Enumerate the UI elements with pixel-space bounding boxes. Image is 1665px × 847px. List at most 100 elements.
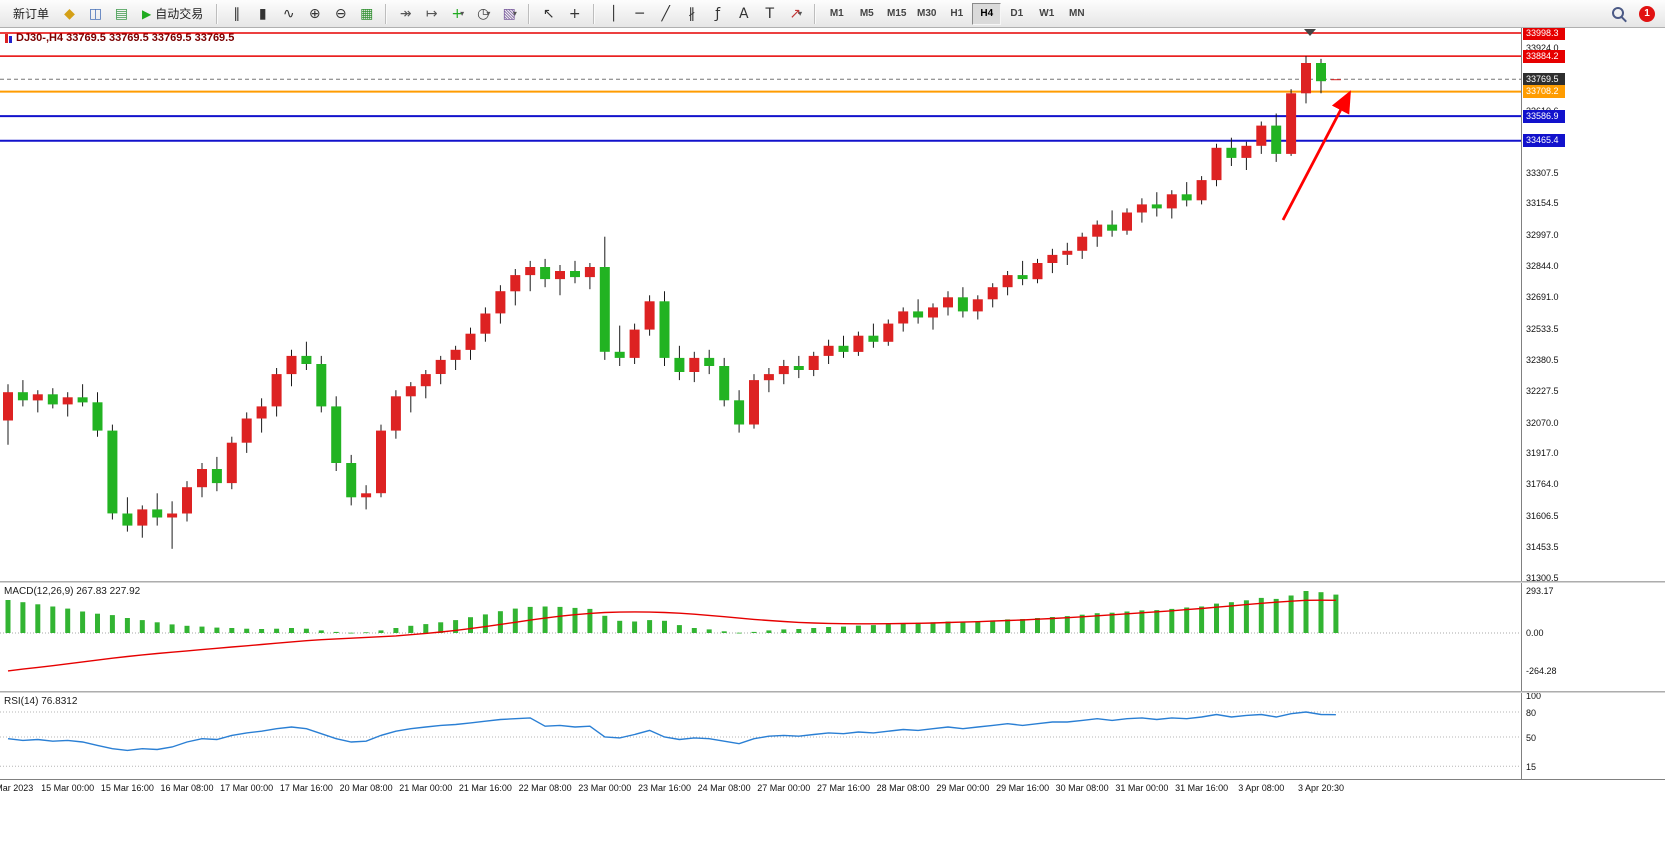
time-label: 3 Apr 08:00	[1238, 783, 1285, 793]
timeframe-button-w1[interactable]: W1	[1039, 8, 1055, 19]
rsi-scale-tick: 50	[1526, 733, 1537, 743]
price-badge: 33884.2	[1523, 50, 1565, 63]
bar-chart-icon[interactable]: ∥	[233, 5, 241, 22]
time-label: 15 Mar 16:00	[100, 783, 154, 793]
macd-pane[interactable]: MACD(12,26,9) 267.83 227.92	[0, 583, 1521, 691]
vertical-line-icon[interactable]: │	[609, 5, 618, 22]
toolbar-separator	[528, 3, 531, 24]
price-badge: 33465.4	[1523, 134, 1565, 147]
toolbar-separator	[814, 3, 817, 24]
price-tick: 33924.0	[1526, 43, 1559, 53]
price-tick: 32227.5	[1526, 386, 1559, 396]
tile-windows-icon[interactable]: ▦	[360, 5, 374, 22]
macd-axis[interactable]: 293.17 0.00 -264.28	[1521, 583, 1665, 691]
crosshair-icon[interactable]: +	[568, 5, 581, 22]
macd-scale-tick: -264.28	[1526, 666, 1557, 676]
arrows-icon[interactable]: ↗ ▾	[789, 5, 803, 22]
timeframe-button-h4[interactable]: H4	[972, 2, 1002, 25]
price-badge: 33998.3	[1523, 28, 1565, 40]
profiles-icon[interactable]: ◫	[88, 5, 103, 22]
trendline-icon[interactable]: ╱	[661, 5, 670, 22]
time-label: 20 Mar 08:00	[339, 783, 393, 793]
market-watch-icon[interactable]: ▤	[114, 5, 129, 22]
auto-scroll-icon[interactable]: ↠	[399, 5, 412, 22]
pane-separator[interactable]	[0, 581, 1665, 583]
timeframe-button-m1[interactable]: M1	[829, 8, 844, 19]
time-label: 24 Mar 08:00	[697, 783, 751, 793]
timeframe-button-m15[interactable]: M15	[887, 8, 907, 19]
time-label: 23 Mar 16:00	[637, 783, 692, 793]
toolbar-separator	[593, 3, 596, 24]
time-label: 27 Mar 00:00	[757, 783, 811, 793]
candlestick-chart-icon[interactable]: ▮	[258, 5, 267, 22]
timeframe-button-mn[interactable]: MN	[1068, 8, 1085, 19]
timeframe-button-m30[interactable]: M30	[917, 8, 937, 19]
line-chart-icon[interactable]: ∿	[282, 5, 295, 22]
price-tick: 32844.0	[1526, 261, 1559, 271]
price-chart-pane[interactable]: DJ30-,H4 33769.5 33769.5 33769.5 33769.5	[0, 28, 1521, 581]
periods-icon[interactable]: ◷ ▾	[477, 5, 491, 22]
templates-icon[interactable]: ▧ ▾	[502, 5, 517, 22]
time-axis[interactable]: 14 Mar 2023 15 Mar 00:00 15 Mar 16:00 16 Ma…	[0, 779, 1665, 801]
notification-badge[interactable]: 1	[1639, 5, 1655, 22]
price-badge: 33769.5	[1523, 73, 1565, 86]
text-icon[interactable]: A	[738, 5, 749, 22]
dropdown-arrow-icon: ▾	[512, 8, 517, 18]
rsi-scale-tick: 80	[1526, 708, 1537, 718]
time-label: 30 Mar 08:00	[1055, 783, 1109, 793]
timeframe-button-d1[interactable]: D1	[1010, 8, 1024, 19]
time-label: 29 Mar 16:00	[996, 783, 1050, 793]
label-icon[interactable]: T	[765, 5, 775, 22]
price-axis[interactable]: 33924.033610.633307.533154.532997.032844…	[1521, 28, 1665, 581]
fibonacci-icon[interactable]: ƒ	[715, 5, 721, 22]
zoom-in-icon[interactable]: ⊕	[308, 5, 321, 22]
price-tick: 32070.0	[1526, 418, 1559, 428]
timeframe-button-h1[interactable]: H1	[950, 8, 964, 19]
time-label: 31 Mar 00:00	[1115, 783, 1169, 793]
price-tick: 31917.0	[1526, 448, 1559, 458]
rsi-axis[interactable]: 100 80 50 15	[1521, 693, 1665, 779]
candlestick-chart	[0, 29, 1521, 549]
time-label: 3 Apr 20:30	[1297, 783, 1345, 793]
new-order-button[interactable]: 新订单	[6, 3, 56, 25]
time-label: 17 Mar 16:00	[279, 783, 333, 793]
search-icon[interactable]	[1608, 3, 1630, 25]
time-label: 31 Mar 16:00	[1175, 783, 1229, 793]
auto-trading-button[interactable]: ▶ 自动交易	[135, 3, 210, 25]
price-tick: 31300.5	[1526, 573, 1559, 581]
horizontal-line-icon[interactable]: ─	[635, 5, 644, 22]
price-badge: 33708.2	[1523, 85, 1565, 98]
indicators-list-icon[interactable]: ◆	[64, 5, 75, 22]
time-label: 27 Mar 16:00	[816, 783, 871, 793]
time-label: 21 Mar 00:00	[399, 783, 453, 793]
time-label: 17 Mar 00:00	[220, 783, 274, 793]
price-tick: 32533.5	[1526, 324, 1559, 334]
price-tick: 31764.0	[1526, 479, 1559, 489]
rsi-scale-tick: 100	[1526, 693, 1542, 701]
timeframe-button-m5[interactable]: M5	[859, 8, 874, 19]
dropdown-arrow-icon: ▾	[798, 8, 803, 18]
price-badge: 33586.9	[1523, 110, 1565, 123]
macd-scale-tick: 0.00	[1526, 628, 1544, 638]
time-label: 14 Mar 2023	[0, 783, 34, 793]
rsi-scale-tick: 15	[1526, 762, 1537, 772]
channel-icon[interactable]: ∦	[688, 5, 696, 22]
dropdown-arrow-icon: ▾	[460, 8, 465, 18]
time-label: 29 Mar 00:00	[936, 783, 990, 793]
toolbar-separator	[216, 3, 219, 24]
macd-chart	[0, 591, 1521, 672]
pane-separator[interactable]	[0, 691, 1665, 693]
auto-trading-button-icon: ▶	[142, 6, 152, 21]
cursor-icon[interactable]: ↖	[542, 5, 555, 22]
rsi-pane[interactable]: RSI(14) 76.8312	[0, 693, 1521, 779]
rsi-chart	[0, 711, 1521, 767]
dropdown-arrow-icon: ▾	[486, 8, 491, 18]
zoom-out-icon[interactable]: ⊖	[334, 5, 347, 22]
add-indicator-icon[interactable]: + ▾	[451, 5, 465, 22]
time-label: 23 Mar 00:00	[578, 783, 632, 793]
toolbar-separator	[385, 3, 388, 24]
chart-shift-icon[interactable]: ↦	[425, 5, 438, 22]
time-label: 21 Mar 16:00	[458, 783, 512, 793]
time-label: 16 Mar 08:00	[160, 783, 214, 793]
